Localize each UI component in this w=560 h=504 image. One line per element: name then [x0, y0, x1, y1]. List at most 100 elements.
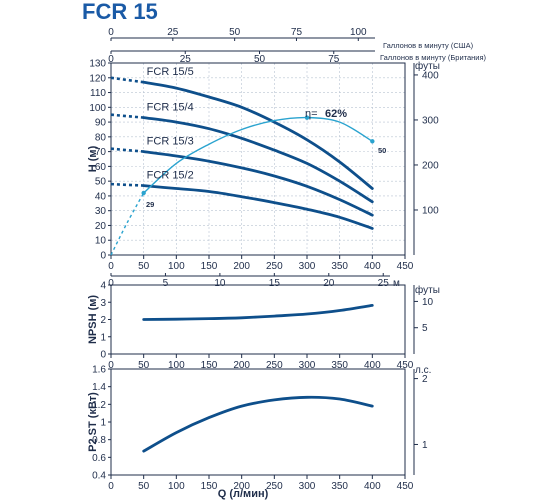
y-tick-label: 70	[95, 147, 107, 158]
x-tick-label: 100	[168, 261, 185, 272]
x-tick-label: 300	[299, 261, 316, 272]
x-tick-label: 50	[138, 261, 150, 272]
y-tick-label: 1	[100, 332, 106, 343]
x-tick-label: 450	[397, 360, 414, 371]
y-tick-label: 120	[89, 73, 106, 84]
y-tick-label: 60	[95, 162, 107, 173]
x-tick-label: 100	[168, 481, 185, 492]
x-tick-label: 150	[201, 481, 218, 492]
y-tick-label: 1.6	[92, 365, 106, 376]
top-us-tick-label: 25	[167, 27, 179, 38]
series-label-1: FCR 15/4	[147, 102, 194, 114]
top-uk-axis-label: Галлонов в минуту (Британия)	[380, 53, 487, 62]
top-uk-tick-label: 25	[180, 54, 192, 65]
plot-frame	[110, 368, 406, 476]
x-tick-label: 200	[233, 481, 250, 492]
m3-tick-label: 15	[269, 278, 281, 289]
series-label-0: FCR 15/5	[147, 66, 194, 78]
x-tick-label: 200	[233, 360, 250, 371]
efficiency-curve-dashed	[110, 192, 145, 256]
series-line-0	[142, 80, 374, 190]
x-tick-label: 300	[299, 481, 316, 492]
grid-layer	[110, 62, 406, 256]
series-dashed-0	[110, 76, 144, 84]
series-dashed-2	[110, 147, 144, 153]
m3-tick-label: 20	[323, 278, 335, 289]
y-tick-label: 20	[95, 221, 107, 232]
y-tick-label: 100	[89, 103, 106, 114]
right-tick-label: 300	[422, 115, 439, 126]
x-tick-label: 200	[233, 261, 250, 272]
y-tick-label: 30	[95, 206, 107, 217]
right-axis-label: футы	[415, 60, 440, 72]
right-tick-label: 5	[422, 323, 428, 334]
y-axis-title: P2 ST (кВт)	[87, 392, 99, 452]
efficiency-right-label: 50	[378, 146, 386, 155]
x-tick-label: 350	[331, 481, 348, 492]
y-tick-label: 0.8	[92, 435, 106, 446]
plot-frame	[110, 62, 406, 256]
y-tick-label: 40	[95, 191, 107, 202]
top-us-tick-label: 0	[108, 27, 114, 38]
efficiency-point-peak	[304, 115, 310, 120]
y-tick-label: 0	[100, 251, 106, 262]
chart-title: FCR 15	[82, 0, 158, 24]
efficiency-eta-label: η=	[305, 108, 318, 120]
x-tick-label: 250	[266, 360, 283, 371]
right-tick-label: 400	[422, 70, 439, 81]
top-us-axis-label: Галлонов в минуту (США)	[383, 41, 474, 50]
x-tick-label: 450	[397, 261, 414, 272]
x-tick-label: 350	[331, 261, 348, 272]
m3-tick-label: 25	[378, 278, 390, 289]
x-tick-label: 300	[299, 360, 316, 371]
y-tick-label: 50	[95, 177, 107, 188]
right-tick-label: 200	[422, 160, 439, 171]
series-line-2	[142, 150, 374, 217]
m3-tick-label: 5	[163, 278, 169, 289]
y-tick-label: 1.2	[92, 400, 106, 411]
efficiency-value-label: 62%	[325, 108, 347, 120]
series-label-3: FCR 15/2	[147, 170, 194, 182]
efficiency-point-right	[370, 139, 375, 144]
right-tick-label: 1	[422, 440, 428, 451]
y-tick-label: 0.4	[92, 471, 106, 482]
series-line-1	[142, 116, 374, 204]
right-tick-label: 100	[422, 205, 439, 216]
x-tick-label: 50	[138, 360, 150, 371]
y-tick-label: 0	[100, 350, 106, 361]
y-tick-label: 0.6	[92, 453, 106, 464]
x-tick-label: 400	[364, 360, 381, 371]
axes-layer	[108, 37, 418, 479]
y-tick-label: 130	[89, 59, 106, 70]
x-tick-label: 250	[266, 261, 283, 272]
top-us-tick-label: 75	[291, 27, 303, 38]
series-line-3	[142, 184, 374, 230]
y-tick-label: 90	[95, 118, 107, 129]
series-line-0	[142, 304, 374, 321]
y-tick-label: 80	[95, 132, 107, 143]
y-tick-label: 10	[95, 236, 107, 247]
top-uk-tick-label: 75	[328, 54, 340, 65]
x-tick-label: 400	[364, 261, 381, 272]
right-tick-label: 2	[422, 374, 428, 385]
y-tick-label: 1	[100, 418, 106, 429]
y-tick-label: 3	[100, 298, 106, 309]
x-tick-label: 150	[201, 360, 218, 371]
series-line-0	[142, 395, 374, 453]
top-us-tick-label: 100	[350, 27, 367, 38]
series-label-2: FCR 15/3	[147, 136, 194, 148]
top-us-tick-label: 50	[229, 27, 241, 38]
top-uk-tick-label: 0	[108, 54, 114, 65]
right-axis-label: футы	[415, 284, 440, 296]
m3-tick-label: 0	[108, 278, 114, 289]
x-tick-label: 0	[108, 261, 114, 272]
data-layer	[110, 76, 375, 453]
x-tick-label: 150	[201, 261, 218, 272]
x-tick-label: 450	[397, 481, 414, 492]
y-tick-label: 1.4	[92, 382, 106, 393]
efficiency-curve	[143, 116, 373, 194]
x-tick-label: 400	[364, 481, 381, 492]
x-tick-label: 0	[108, 481, 114, 492]
efficiency-left-label: 29	[146, 200, 154, 209]
